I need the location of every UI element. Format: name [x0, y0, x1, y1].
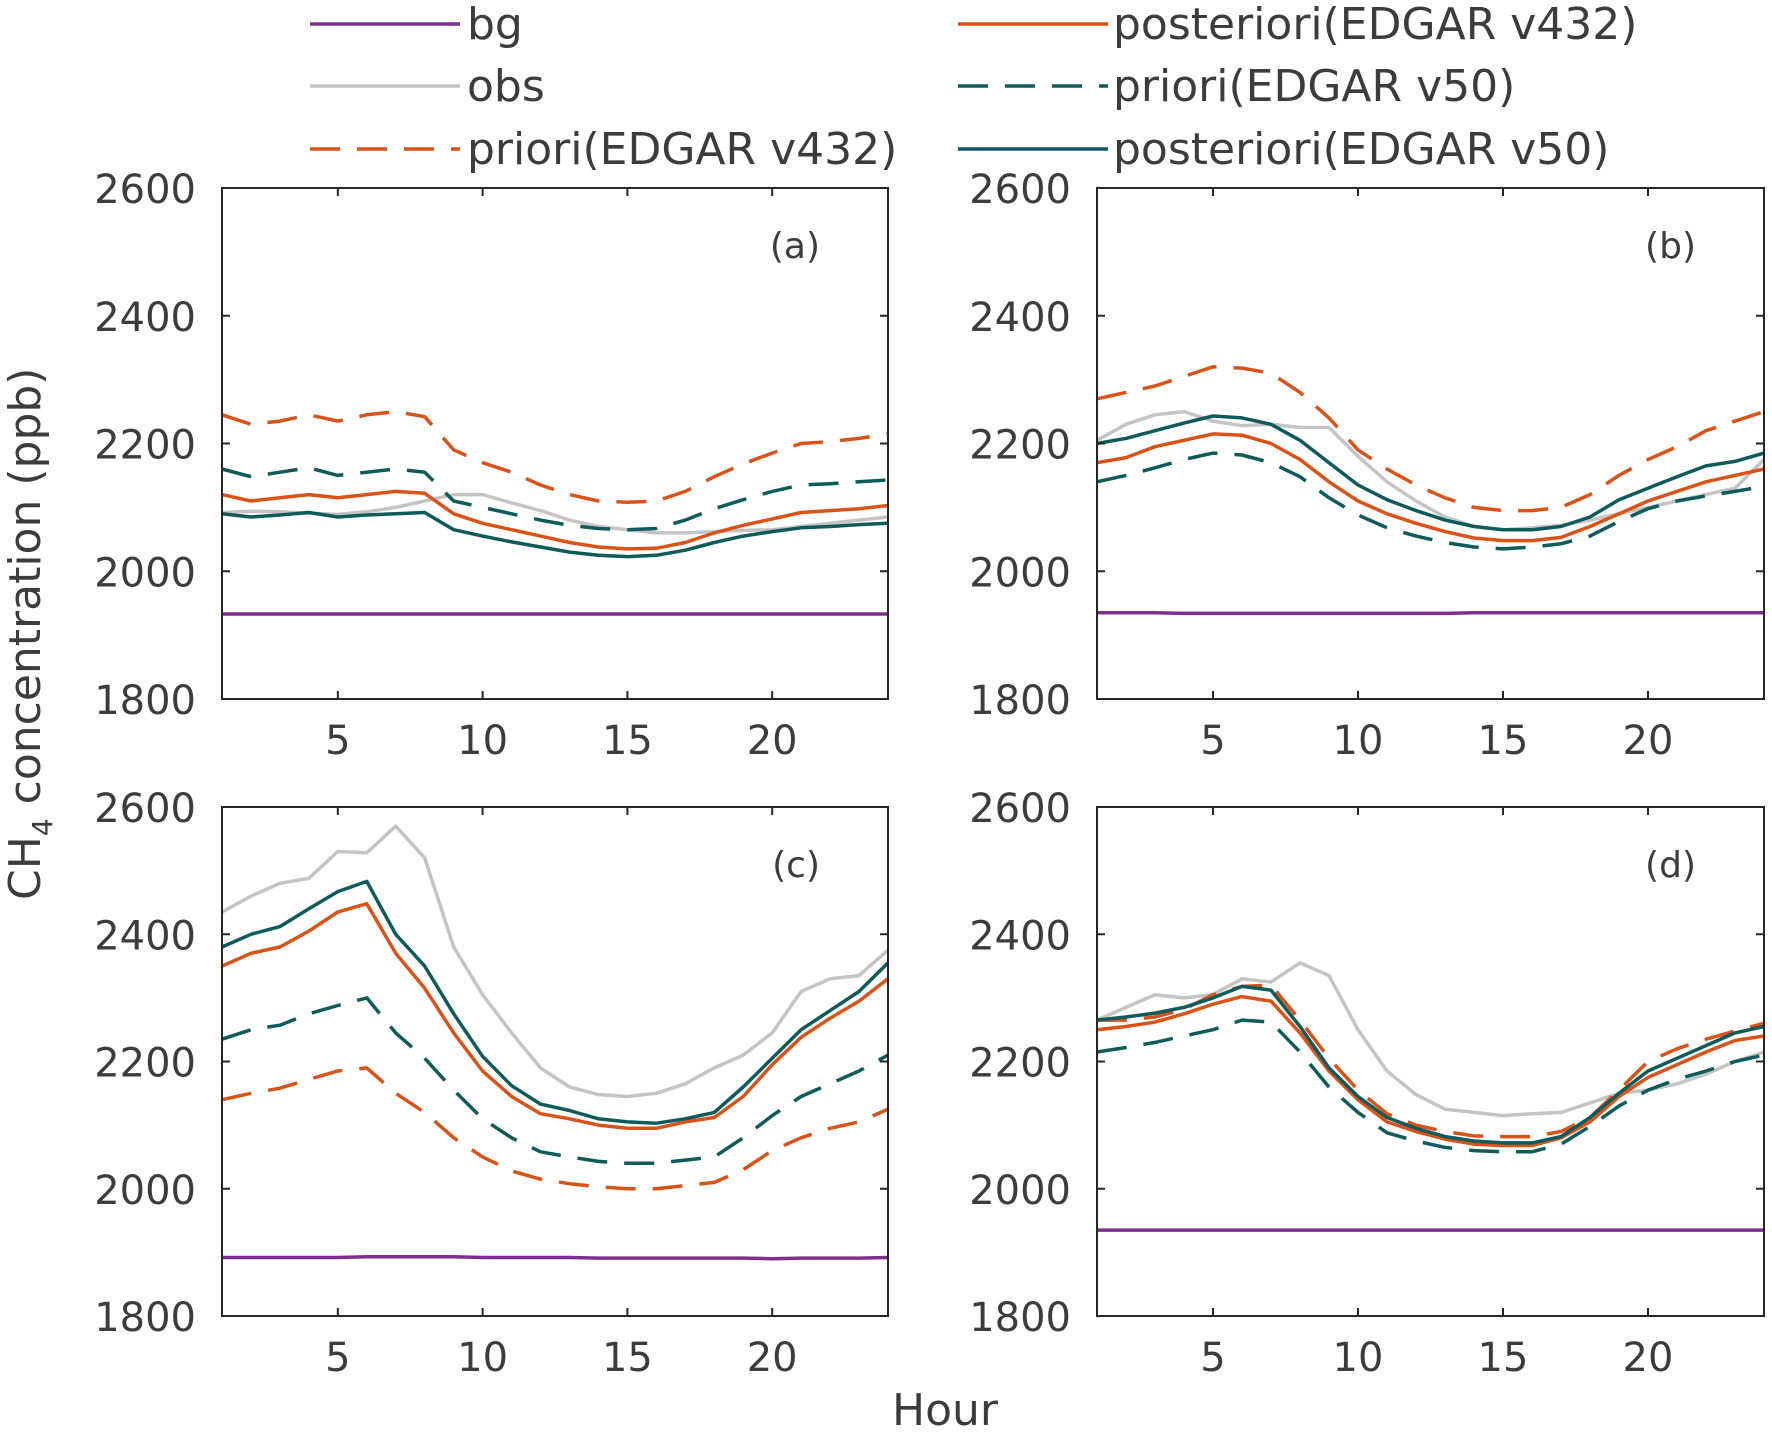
legend-item-post-v50: posteriori(EDGAR v50) — [958, 124, 1609, 175]
legend-label: posteriori(EDGAR v50) — [1113, 124, 1609, 175]
x-tick-label: 5 — [325, 1335, 350, 1381]
y-tick-label: 2400 — [94, 913, 196, 959]
x-axis-label: Hour — [892, 1385, 999, 1433]
legend-label: priori(EDGAR v50) — [1113, 61, 1515, 112]
panel-a: 1800 2000 2200 2400 2600 5 10 15 20 (a) — [94, 167, 889, 764]
series-line-priori-v432 — [221, 1066, 889, 1191]
y-tick-label: 2000 — [94, 1168, 196, 1214]
y-tick-label: 2400 — [969, 913, 1071, 959]
panel-label: (d) — [1645, 845, 1696, 886]
x-tick-label: 20 — [1623, 718, 1674, 764]
legend-item-obs: obs — [310, 61, 545, 112]
y-tick-label: 2600 — [94, 167, 196, 213]
series-line-priori-v432 — [1097, 983, 1765, 1139]
panel-c: 1800 2000 2200 2400 2600 5 10 15 20 (c) — [94, 786, 890, 1381]
x-tick-label: 10 — [457, 718, 508, 764]
series-line-post-v50 — [1096, 984, 1765, 1145]
series-line-priori-v50 — [221, 466, 889, 532]
series-line-bg — [1097, 611, 1764, 616]
series-line-priori-v50 — [1096, 451, 1765, 551]
legend-item-post-v432: posteriori(EDGAR v432) — [958, 0, 1637, 50]
legend-label: bg — [467, 0, 523, 50]
series-line-post-v432 — [1096, 432, 1765, 543]
legend: bg obs priori(EDGAR v432) posteriori(EDGAR … — [310, 0, 1637, 175]
series-line-priori-v432 — [1096, 365, 1765, 513]
x-tick-label: 10 — [1333, 1335, 1384, 1381]
y-tick-label: 2400 — [969, 295, 1071, 341]
y-tick-label: 2600 — [94, 786, 196, 832]
y-axis-label-rest: concentration (ppb) — [0, 368, 51, 819]
y-axis-label: CH4 concentration (ppb) — [0, 368, 59, 900]
series-line-post-v432 — [221, 901, 890, 1131]
x-tick-label: 15 — [602, 718, 653, 764]
y-tick-label: 2200 — [94, 423, 196, 469]
series-line-priori-v50 — [1096, 1018, 1765, 1154]
series-line-post-v432 — [1096, 994, 1765, 1148]
x-tick-label: 20 — [1623, 1335, 1674, 1381]
panel-label: (b) — [1645, 226, 1696, 267]
y-axis-label-main: CH — [0, 836, 51, 900]
series-line-post-v50 — [1096, 414, 1765, 532]
chart-panels: 1800 2000 2200 2400 2600 5 10 15 20 (a) 1800 2000 22… — [94, 167, 1766, 1381]
x-tick-label: 15 — [1478, 718, 1529, 764]
legend-label: priori(EDGAR v432) — [467, 124, 897, 175]
x-tick-label: 10 — [457, 1335, 508, 1381]
y-tick-label: 2200 — [969, 1041, 1071, 1087]
legend-item-bg: bg — [310, 0, 523, 50]
series-line-obs — [1096, 961, 1765, 1118]
x-tick-label: 5 — [1200, 718, 1225, 764]
y-axis-label-subscript: 4 — [26, 818, 59, 836]
x-tick-label: 20 — [747, 718, 798, 764]
series-line-priori-v50 — [221, 996, 889, 1166]
x-tick-label: 15 — [602, 1335, 653, 1381]
series-line-bg — [222, 1255, 889, 1261]
x-tick-label: 10 — [1333, 718, 1384, 764]
legend-label: obs — [467, 61, 545, 112]
y-tick-label: 2000 — [969, 1168, 1071, 1214]
x-tick-label: 5 — [1200, 1335, 1225, 1381]
panel-d: 1800 2000 2200 2400 2600 5 10 15 20 (d) — [969, 786, 1765, 1381]
y-tick-label: 1800 — [94, 1295, 196, 1341]
series-line-post-v432 — [221, 489, 889, 551]
series-line-post-v50 — [221, 510, 889, 559]
y-tick-label: 2400 — [94, 295, 196, 341]
y-tick-label: 1800 — [969, 678, 1071, 724]
legend-item-priori-v50: priori(EDGAR v50) — [958, 61, 1515, 112]
series-line-priori-v432 — [221, 409, 889, 505]
panel-label: (a) — [770, 226, 820, 267]
legend-label: posteriori(EDGAR v432) — [1113, 0, 1637, 50]
panel-label: (c) — [772, 845, 820, 886]
y-tick-label: 1800 — [94, 678, 196, 724]
y-tick-label: 2000 — [94, 550, 196, 596]
x-tick-label: 15 — [1478, 1335, 1529, 1381]
y-tick-label: 2200 — [969, 423, 1071, 469]
series-line-obs — [221, 824, 890, 1099]
y-tick-label: 2200 — [94, 1041, 196, 1087]
x-tick-label: 5 — [325, 718, 350, 764]
y-tick-label: 2000 — [969, 550, 1071, 596]
x-tick-label: 20 — [747, 1335, 798, 1381]
panel-b: 1800 2000 2200 2400 2600 5 10 15 20 (b) — [969, 167, 1766, 764]
y-tick-label: 1800 — [969, 1295, 1071, 1341]
series-line-obs — [221, 492, 889, 535]
y-tick-label: 2600 — [969, 167, 1071, 213]
y-tick-label: 2600 — [969, 786, 1071, 832]
series-line-obs — [1096, 409, 1766, 532]
legend-item-priori-v432: priori(EDGAR v432) — [310, 124, 897, 175]
series-line-post-v50 — [221, 879, 890, 1125]
